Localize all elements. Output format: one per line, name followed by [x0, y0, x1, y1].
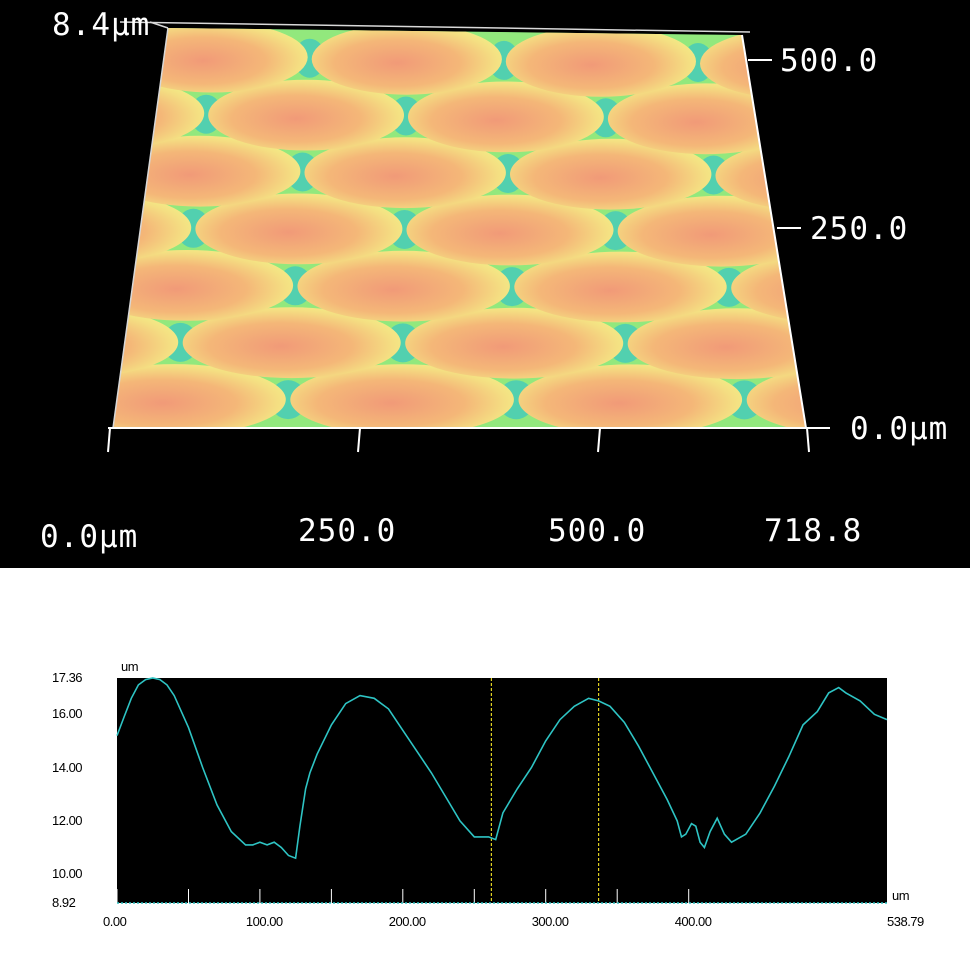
profile-chart-panel: um um 17.36 16.00 14.00 12.00 10.00 8.92 0.00…	[0, 568, 970, 971]
x-tick-label: 0.00	[103, 914, 127, 929]
x-tick-label-500: 500.0	[548, 513, 647, 549]
y-tick-label: 10.00	[52, 866, 83, 882]
surface-peak-cell	[290, 364, 514, 428]
surface-peak-cell	[514, 251, 727, 323]
surface-3d-plot	[107, 21, 970, 453]
y-axis-unit-label: um	[121, 659, 139, 674]
y-tick-label: 17.36	[52, 670, 83, 685]
surface-valley	[877, 45, 908, 84]
x-tick-label-0: 0.0µm	[40, 519, 139, 555]
x-axis-tick-718	[806, 427, 810, 453]
z-axis-tick	[149, 21, 169, 29]
x-axis-tick-500	[597, 427, 601, 453]
x-axis-tick-250	[357, 427, 361, 453]
plot-area	[117, 678, 887, 903]
x-tick-label: 300.00	[531, 914, 569, 929]
x-tick-label-250: 250.0	[298, 513, 397, 549]
y-axis-line	[741, 34, 807, 429]
x-axis-tick-0	[107, 427, 111, 453]
surface-valley	[929, 269, 964, 308]
surface-peak-cell	[182, 307, 401, 379]
surface-3d-panel: 8.4µm 500.0 250.0 0.0µm 0.0µm 250.0 500.…	[0, 0, 970, 568]
y-tick-label-0: 0.0µm	[850, 411, 949, 447]
surface-peak-cell	[405, 307, 624, 379]
cursor-lines	[490, 678, 600, 903]
z-max-label: 8.4µm	[52, 7, 151, 43]
surface-left-edge	[112, 27, 169, 429]
y-tick-label: 8.92	[52, 895, 76, 910]
y-tick-label-250: 250.0	[810, 211, 909, 247]
surface-peak-cell	[208, 79, 404, 151]
surface-peak-cell	[311, 28, 502, 95]
surface-peak-cell	[518, 364, 743, 428]
x-axis-unit-label: um	[892, 888, 910, 903]
profile-series-line	[116, 677, 888, 860]
surface-valley	[954, 381, 970, 420]
surface-valley	[789, 100, 806, 140]
x-tick-label: 100.00	[245, 914, 283, 929]
surface-peak-cell	[304, 137, 506, 209]
surface-peak-cell	[297, 250, 510, 322]
y-tick-label-500: 500.0	[780, 43, 879, 79]
surface-valley	[903, 157, 936, 196]
x-axis-ticks	[116, 889, 690, 903]
y-tick-label: 14.00	[52, 759, 83, 775]
x-tick-label: 538.79	[887, 914, 924, 929]
y-tick-label: 12.00	[52, 812, 83, 828]
profile-line-chart	[116, 677, 888, 904]
surface-peak-cell	[408, 81, 604, 153]
surface-peak-cell	[406, 194, 614, 266]
x-tick-label: 400.00	[674, 914, 712, 929]
x-tick-label-718: 718.8	[764, 513, 863, 549]
surface-back-edge	[119, 21, 751, 33]
x-tick-label: 200.00	[388, 914, 426, 929]
surface-peak-cell	[195, 193, 403, 265]
surface-valley	[830, 324, 866, 363]
surface-peak-cell	[505, 28, 697, 97]
y-tick-label: 16.00	[52, 706, 83, 722]
surface-peak-cell	[510, 138, 712, 210]
